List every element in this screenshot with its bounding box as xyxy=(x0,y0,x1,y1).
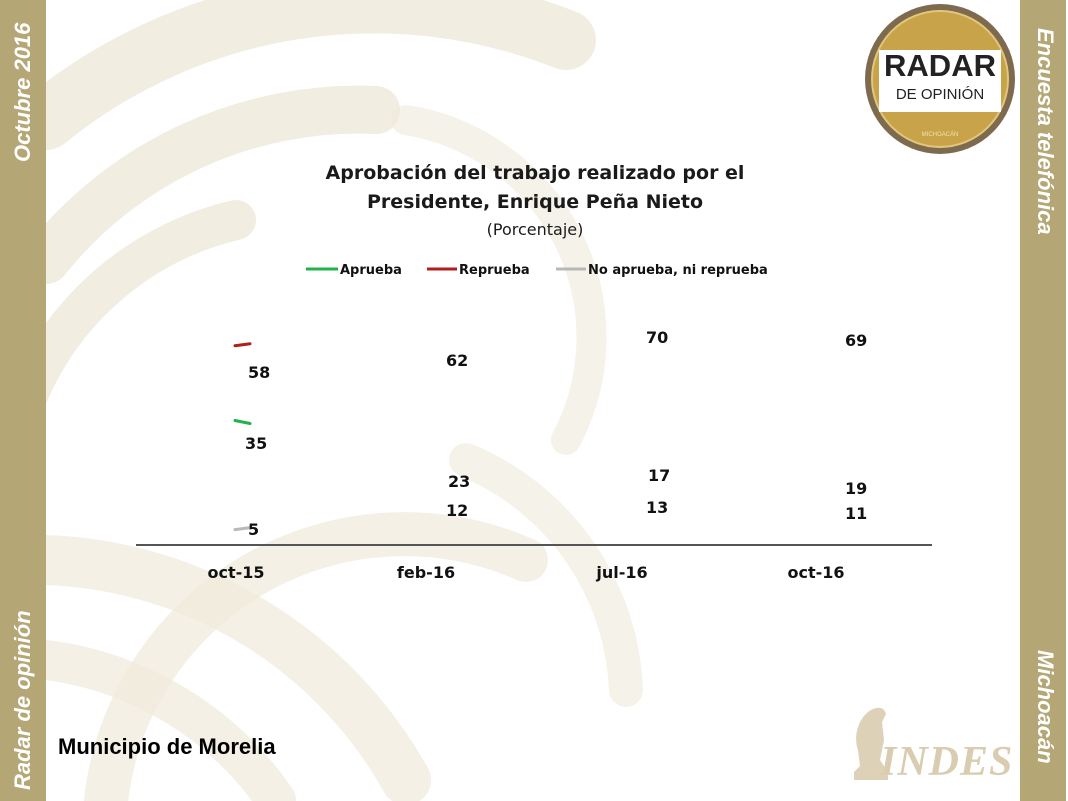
data-label: 69 xyxy=(845,331,867,350)
logo-subtitle: DE OPINIÓN xyxy=(895,86,985,103)
data-label: 35 xyxy=(245,434,267,453)
x-tick-label: jul-16 xyxy=(595,563,647,582)
chart-title-line2: Presidente, Enrique Peña Nieto xyxy=(366,191,704,213)
series-line-1 xyxy=(233,342,252,348)
data-label: 5 xyxy=(248,520,259,539)
data-label: 12 xyxy=(446,501,468,520)
legend-label: No aprueba, ni reprueba xyxy=(588,263,768,278)
logo-region: MICHOACÁN xyxy=(921,132,959,138)
data-label: 11 xyxy=(845,504,867,523)
data-label: 23 xyxy=(448,472,470,491)
indes-logo-text: INDES xyxy=(880,739,1014,785)
chart-title-line1: Aprobación del trabajo realizado por el xyxy=(325,162,745,184)
municipality-title: Municipio de Morelia xyxy=(58,734,276,759)
data-label: 58 xyxy=(248,363,270,382)
data-label: 70 xyxy=(646,328,668,347)
logo-title: RADAR xyxy=(884,48,996,83)
series-line-0 xyxy=(233,419,252,426)
chart-legend: Aprueba Reprueba No aprueba, ni reprueba xyxy=(306,263,768,278)
indes-knight-logo xyxy=(854,707,888,780)
chart-subtitle: (Porcentaje) xyxy=(486,220,584,239)
left-sidebar: Octubre 2016 Radar de opinión xyxy=(0,0,46,801)
x-tick-label: feb-16 xyxy=(397,563,455,582)
data-label: 17 xyxy=(648,466,670,485)
series-line-2 xyxy=(233,526,252,532)
data-label: 62 xyxy=(446,351,468,370)
radar-de-opinion-logo: RADAR DE OPINIÓN MICHOACÁN xyxy=(865,4,1015,154)
data-label: 19 xyxy=(845,479,867,498)
background-arcs xyxy=(46,0,643,801)
x-tick-label: oct-15 xyxy=(207,563,264,582)
data-label: 13 xyxy=(646,498,668,517)
x-tick-label: oct-16 xyxy=(787,563,844,582)
right-sidebar: Encuesta telefónica Michoacán xyxy=(1020,0,1066,801)
legend-label: Reprueba xyxy=(459,263,530,278)
legend-label: Aprueba xyxy=(340,263,402,278)
